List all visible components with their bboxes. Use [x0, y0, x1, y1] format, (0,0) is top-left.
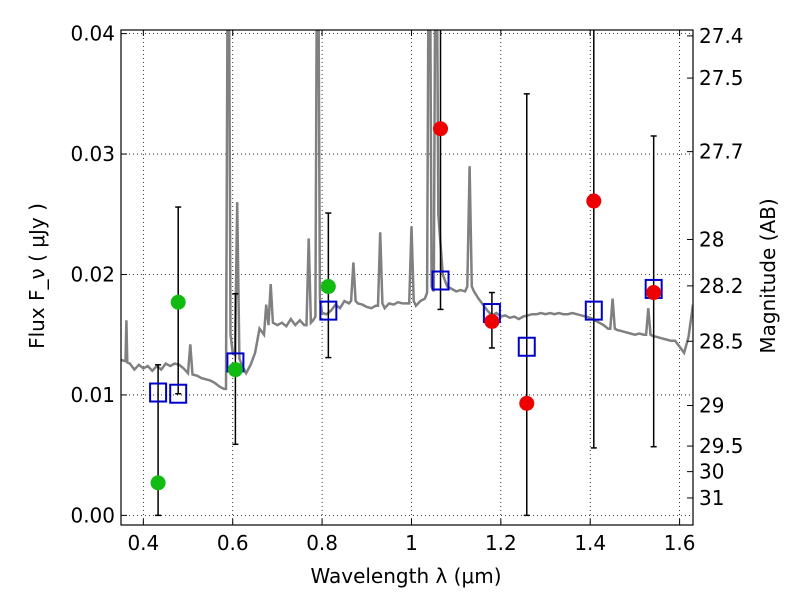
y-tick-label: 0.01: [70, 383, 115, 407]
model-photometry-square: [431, 270, 450, 291]
template-spectrum: [121, 30, 693, 391]
plot-frame: [120, 29, 694, 526]
observed-nir-point: [433, 121, 449, 137]
magnitude-tick-label: 31: [699, 486, 724, 510]
y-tick-label: 0.02: [70, 262, 115, 286]
observed-nir-point: [519, 395, 535, 411]
model-photometry-square: [149, 382, 168, 403]
magnitude-tick-label: 27.7: [699, 140, 744, 164]
observed-optical-point: [320, 279, 336, 295]
y-tick-label: 0.03: [70, 142, 115, 166]
model-photometry-square: [584, 300, 603, 321]
magnitude-tick-label: 29.5: [699, 434, 744, 458]
magnitude-tick-label: 28.2: [699, 274, 744, 298]
y-axis-label-left: Flux F_ν ( μJy ): [25, 203, 49, 349]
error-bar: [523, 93, 530, 517]
y-tick-label: 0.00: [70, 503, 115, 527]
observed-nir-point: [586, 193, 602, 209]
model-photometry-square: [319, 300, 338, 321]
y-tick-label: 0.04: [70, 22, 115, 46]
x-tick-label: 1.4: [574, 531, 606, 555]
model-photometry-square: [517, 336, 536, 357]
magnitude-tick-label: 30: [699, 460, 724, 484]
spectrum-line: [121, 30, 693, 391]
magnitude-tick-label: 27.4: [699, 24, 744, 48]
error-bar: [437, 30, 444, 311]
magnitude-tick-label: 29: [699, 394, 724, 418]
x-tick-label: 0.6: [217, 531, 249, 555]
error-bar: [155, 364, 162, 517]
data-markers: [149, 121, 663, 491]
grid: [121, 30, 693, 525]
observed-nir-point: [484, 313, 500, 329]
magnitude-tick-label: 28: [699, 227, 724, 251]
observed-nir-point: [646, 285, 662, 301]
x-tick-label: 1: [405, 531, 418, 555]
model-photometry-square: [169, 383, 188, 404]
tick-labels: 0.4 0.6 0.8 1 1.2 1.4 1.6 0.00 0.01 0.02 0.03 0.04 2…: [70, 22, 743, 555]
x-tick-label: 1.2: [485, 531, 517, 555]
x-tick-label: 0.8: [306, 531, 338, 555]
observed-optical-point: [170, 294, 186, 310]
observed-optical-point: [227, 362, 243, 378]
axes: [120, 29, 694, 526]
error-bar: [590, 30, 597, 449]
observed-optical-point: [150, 475, 166, 491]
magnitude-tick-label: 27.5: [699, 66, 744, 90]
x-tick-label: 1.6: [664, 531, 696, 555]
x-tick-label: 0.4: [127, 531, 159, 555]
x-axis-label: Wavelength λ (μm): [310, 564, 501, 588]
y-axis-label-right: Magnitude (AB): [756, 198, 780, 353]
magnitude-tick-label: 28.5: [699, 329, 744, 353]
